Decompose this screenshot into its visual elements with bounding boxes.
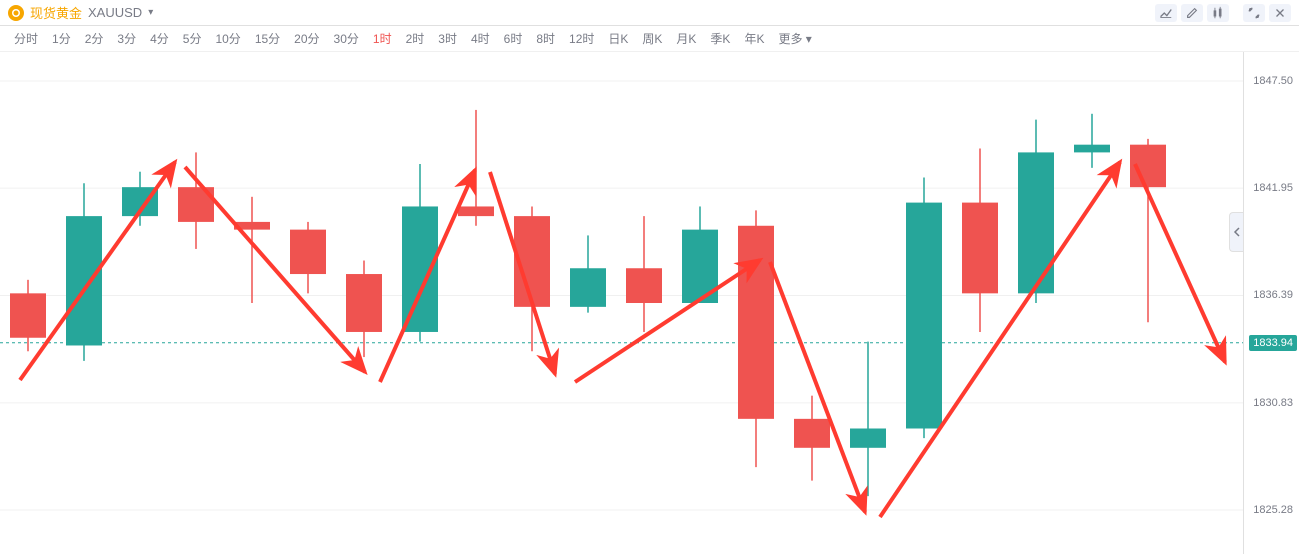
timeframe-item[interactable]: 15分 (249, 28, 286, 49)
gold-icon (8, 5, 24, 21)
timeframe-item[interactable]: 4时 (465, 28, 496, 49)
current-price-label: 1833.94 (1249, 335, 1297, 351)
instrument-symbol: XAUUSD (88, 5, 142, 20)
timeframe-item[interactable]: 周K (636, 28, 668, 49)
price-label: 1841.95 (1253, 182, 1293, 194)
timeframe-item[interactable]: 季K (704, 28, 736, 49)
timeframe-item[interactable]: 1时 (367, 28, 398, 49)
timeframe-item[interactable]: 2时 (400, 28, 431, 49)
candlestick-chart[interactable] (0, 52, 1243, 554)
timeframe-more[interactable]: 更多 ▾ (772, 28, 817, 49)
timeframe-item[interactable]: 3分 (111, 28, 142, 49)
timeframe-item[interactable]: 1分 (46, 28, 77, 49)
edit-icon[interactable] (1181, 4, 1203, 22)
instrument-title: 现货黄金 (30, 3, 82, 22)
expand-panel-icon[interactable] (1229, 212, 1243, 252)
price-label: 1836.39 (1253, 289, 1293, 301)
timeframe-item[interactable]: 8时 (530, 28, 561, 49)
timeframe-item[interactable]: 3时 (432, 28, 463, 49)
price-axis: 1847.50 1841.95 1836.39 1830.83 1825.28 1833.… (1243, 52, 1299, 554)
timeframe-item[interactable]: 5分 (177, 28, 208, 49)
timeframe-item[interactable]: 30分 (328, 28, 365, 49)
price-label: 1847.50 (1253, 75, 1293, 87)
close-icon[interactable] (1269, 4, 1291, 22)
price-label: 1830.83 (1253, 397, 1293, 409)
timeframe-item[interactable]: 10分 (209, 28, 246, 49)
timeframe-item[interactable]: 年K (738, 28, 770, 49)
timeframe-item[interactable]: 月K (670, 28, 702, 49)
timeframe-item[interactable]: 12时 (563, 28, 600, 49)
fullscreen-icon[interactable] (1243, 4, 1265, 22)
chart-area[interactable]: 1847.50 1841.95 1836.39 1830.83 1825.28 1833.… (0, 52, 1299, 554)
timeframe-bar: 分时1分2分3分4分5分10分15分20分30分1时2时3时4时6时8时12时日… (0, 26, 1299, 52)
timeframe-item[interactable]: 分时 (8, 28, 44, 49)
header-toolbar (1155, 4, 1291, 22)
timeframe-item[interactable]: 4分 (144, 28, 175, 49)
symbol-dropdown[interactable]: ▾ (148, 7, 153, 18)
timeframe-item[interactable]: 6时 (498, 28, 529, 49)
chart-header: 现货黄金 XAUUSD ▾ (0, 0, 1299, 26)
timeframe-item[interactable]: 日K (602, 28, 634, 49)
timeframe-item[interactable]: 2分 (79, 28, 110, 49)
chart-settings-icon[interactable] (1155, 4, 1177, 22)
timeframe-item[interactable]: 20分 (288, 28, 325, 49)
candlestick-icon[interactable] (1207, 4, 1229, 22)
price-label: 1825.28 (1253, 504, 1293, 516)
